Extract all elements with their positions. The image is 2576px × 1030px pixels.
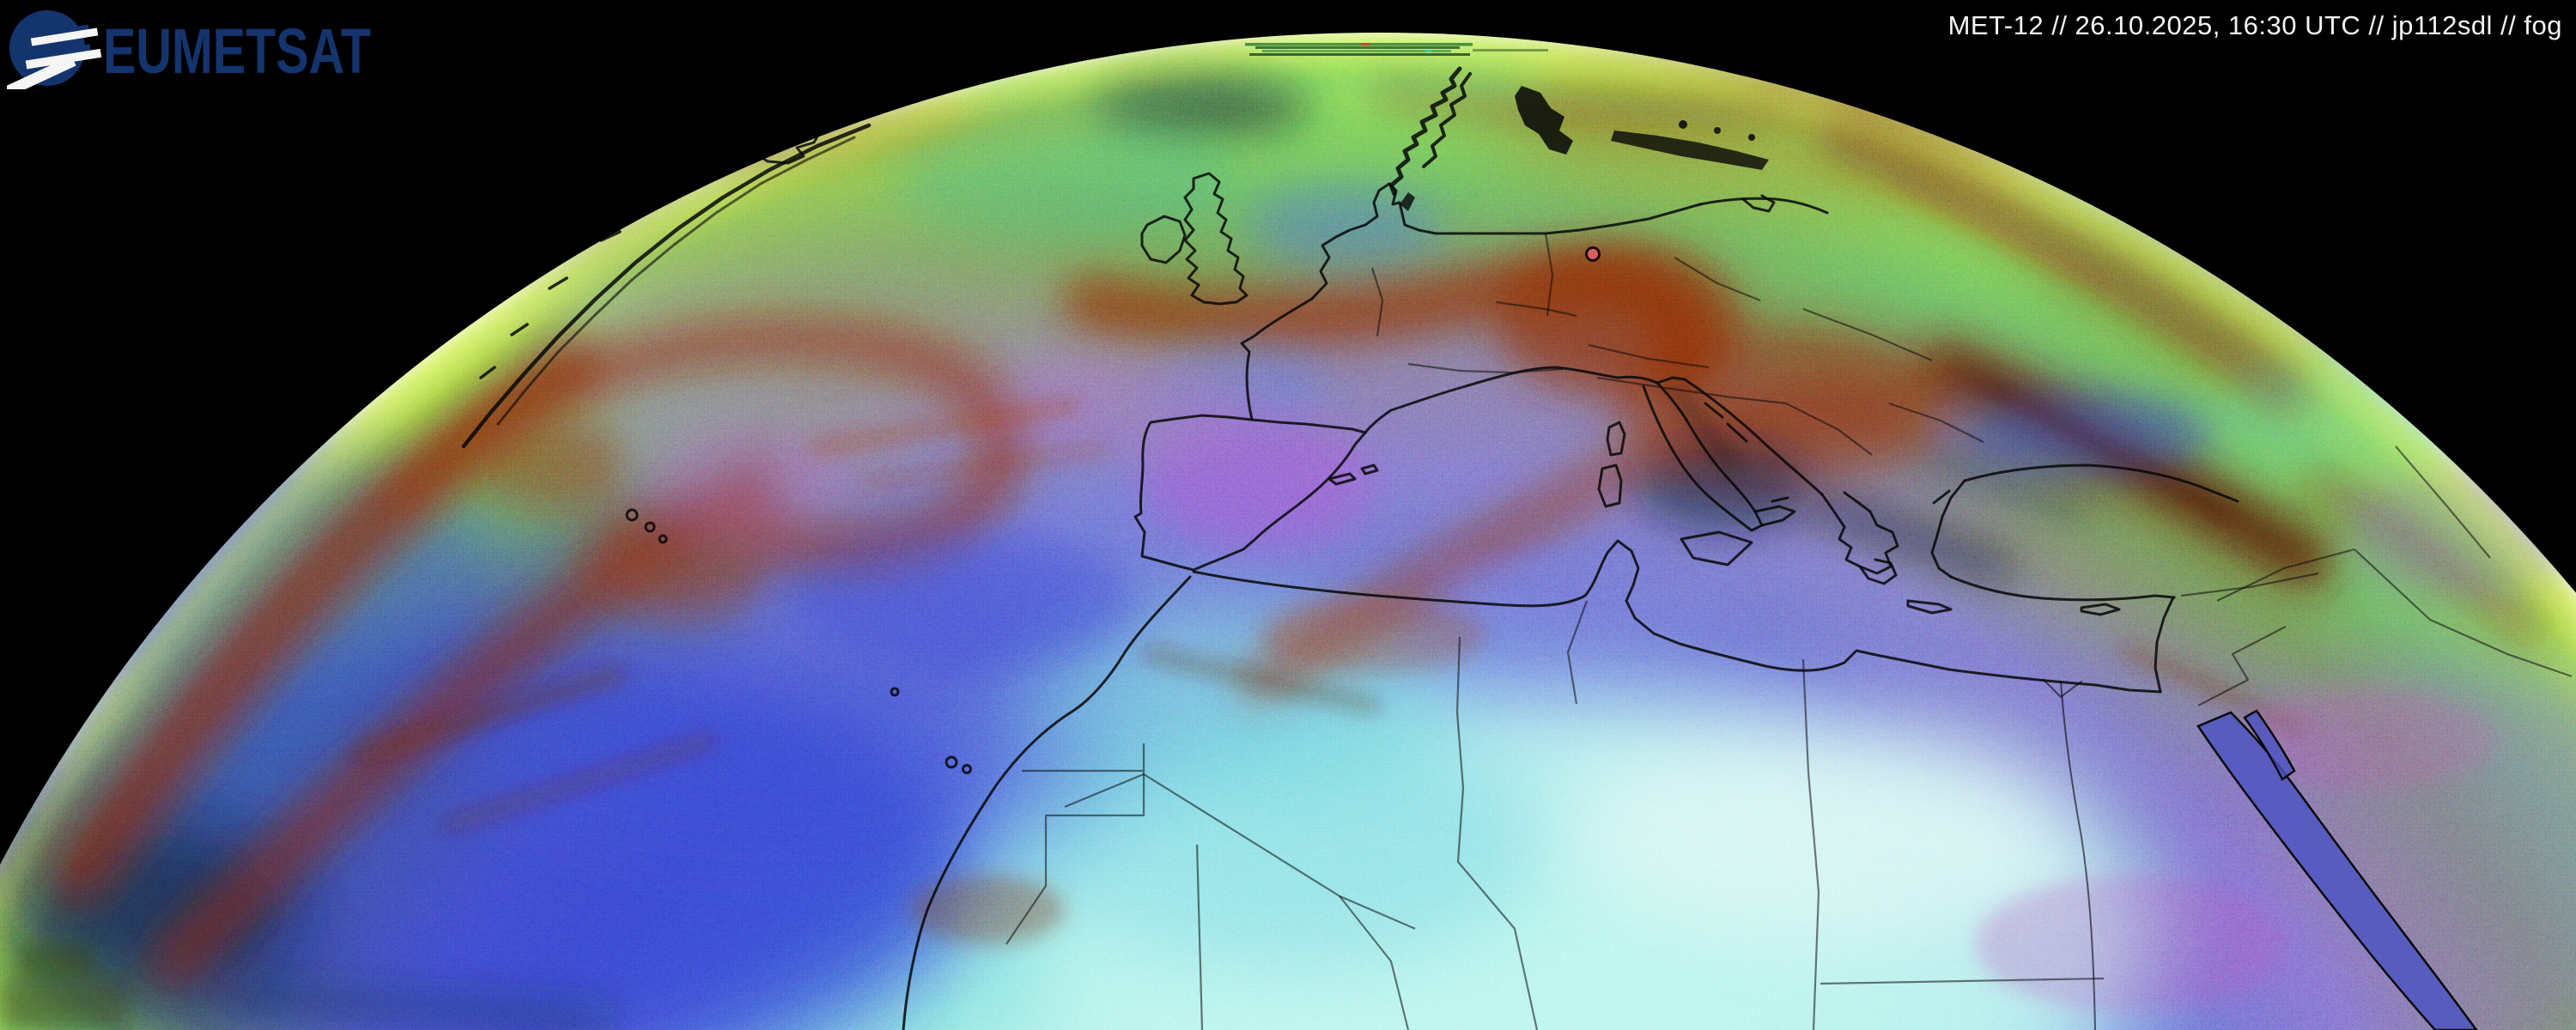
location-marker [1585, 246, 1601, 262]
baltic-sea-shapes [1400, 86, 1769, 211]
country-borders [1005, 233, 2573, 1030]
timestamp-annotation: MET-12 // 26.10.2025, 16:30 UTC // jp112… [1947, 10, 2562, 40]
red-sea [2196, 709, 2479, 1030]
eumetsat-logo: EUMETSAT [0, 5, 385, 100]
scanline-glitch [1245, 43, 1548, 56]
corner-glitch [0, 944, 129, 1030]
eumetsat-wordmark: EUMETSAT [103, 15, 371, 87]
eumetsat-globe-icon [0, 10, 102, 100]
